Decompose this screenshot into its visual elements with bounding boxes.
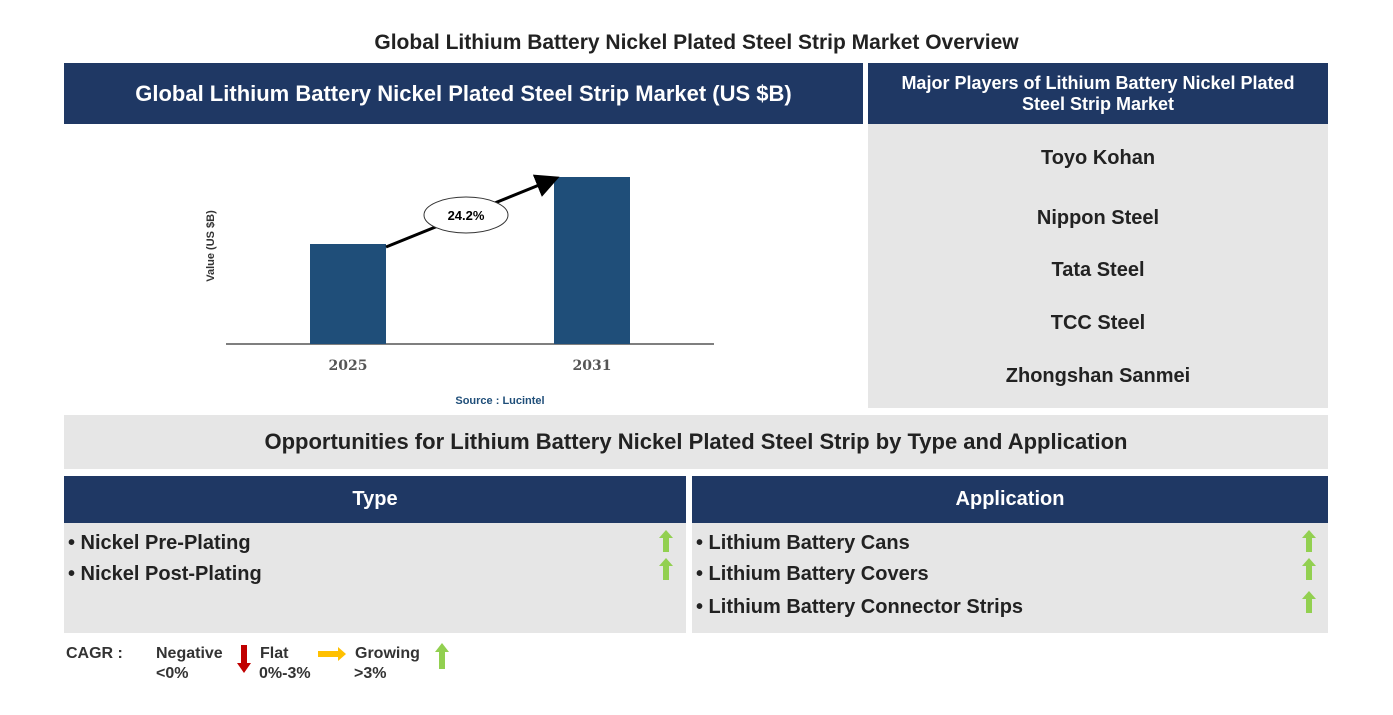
source-label: Source : Lucintel: [455, 395, 544, 407]
growing-arrow-icon: [435, 643, 449, 669]
application-list: [692, 523, 1328, 633]
legend-negative: Negative: [156, 645, 223, 662]
player-item: Nippon Steel: [1036, 207, 1160, 229]
growing-arrow-icon: [659, 530, 673, 552]
application-header: Application: [692, 476, 1328, 523]
x-tick-label: 2025: [329, 358, 368, 374]
legend-negative-range: <0%: [156, 665, 189, 682]
growing-arrow-icon: [1302, 591, 1316, 613]
growing-arrow-icon: [1302, 558, 1316, 580]
legend-growing-range: >3%: [354, 665, 387, 682]
player-item: Tata Steel: [1051, 259, 1145, 281]
growing-arrow-icon: [659, 558, 673, 580]
player-item: Zhongshan Sanmei: [1005, 365, 1191, 387]
growing-arrow-icon: [1302, 530, 1316, 552]
players-header: Major Players of Lithium Battery Nickel …: [868, 63, 1328, 124]
x-tick-label: 2031: [573, 358, 612, 374]
type-item: • Nickel Post-Plating: [68, 563, 262, 585]
opportunities-title: Opportunities for Lithium Battery Nickel…: [64, 415, 1328, 469]
player-item: Toyo Kohan: [1040, 147, 1156, 169]
type-header: Type: [64, 476, 686, 523]
application-item: • Lithium Battery Connector Strips: [696, 596, 1024, 618]
player-item: TCC Steel: [1050, 312, 1146, 334]
bar-2025: [310, 244, 386, 344]
bar-2031: [554, 177, 630, 344]
type-list: [64, 523, 686, 633]
page-title: Global Lithium Battery Nickel Plated Ste…: [374, 31, 1019, 54]
cagr-label: 24.2%: [448, 208, 485, 223]
type-item: • Nickel Pre-Plating: [68, 532, 251, 554]
y-axis-label: Value (US $B): [205, 210, 217, 282]
application-item: • Lithium Battery Covers: [696, 563, 929, 585]
legend-growing: Growing: [355, 645, 420, 662]
legend-flat: Flat: [260, 645, 289, 662]
application-item: • Lithium Battery Cans: [696, 532, 910, 554]
flat-arrow-icon: [318, 647, 346, 661]
legend-label: CAGR :: [66, 645, 123, 662]
bar-chart: 2025 2031 24.2% Value (US $B) Source : Lucin…: [205, 174, 714, 407]
chart-header: Global Lithium Battery Nickel Plated Ste…: [64, 63, 863, 124]
negative-arrow-icon: [237, 645, 251, 673]
cagr-ellipse: [423, 196, 509, 234]
players-panel: [868, 124, 1328, 408]
legend-flat-range: 0%-3%: [259, 665, 311, 682]
